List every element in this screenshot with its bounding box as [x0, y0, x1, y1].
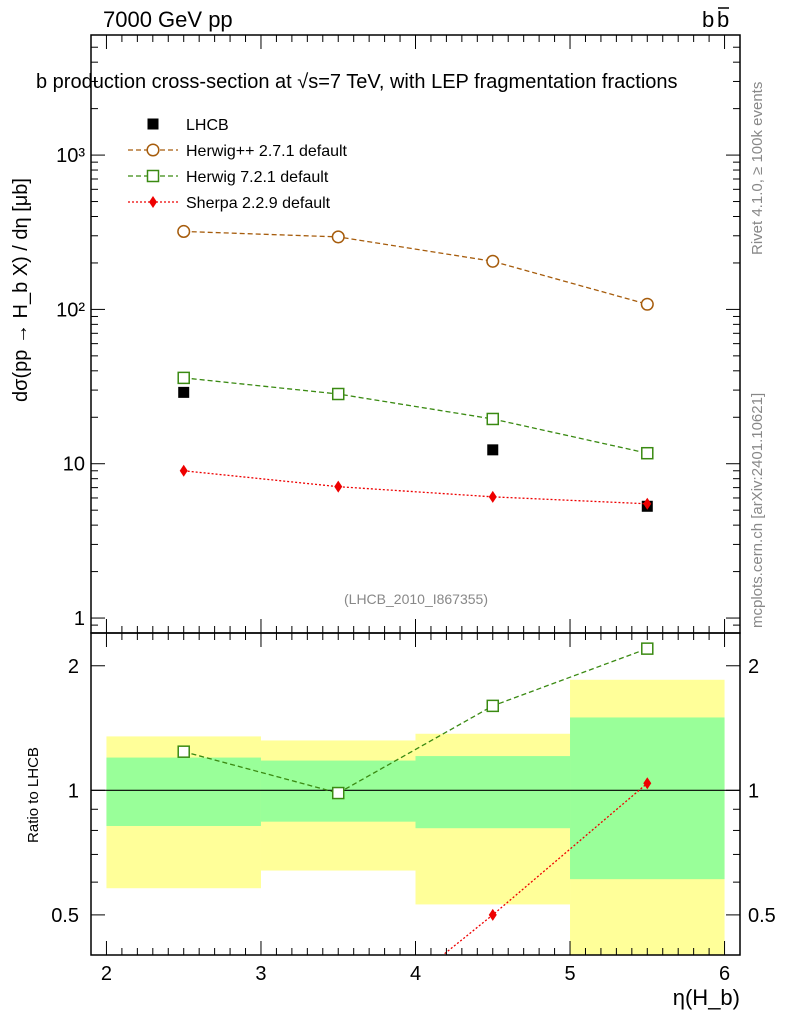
legend-marker	[146, 169, 160, 183]
ratio-y-tick-label: 1	[68, 780, 79, 802]
uncertainty-band-inner	[570, 717, 725, 880]
mcplots-label: mcplots.cern.ch [arXiv:2401.10621]	[749, 393, 766, 628]
data-point	[331, 230, 345, 244]
data-point	[334, 480, 343, 493]
ratio-y-axis-label: Ratio to LHCB	[25, 747, 42, 843]
data-point	[640, 297, 654, 311]
legend-entry: Herwig++ 2.7.1 default	[128, 143, 348, 160]
y-tick-label: 1	[74, 608, 85, 630]
data-point	[178, 386, 190, 398]
data-point	[177, 745, 190, 758]
y-tick-label: 10²	[56, 299, 85, 321]
main-x-ticks	[105, 35, 726, 633]
series-herwig-7-2-1-default	[177, 371, 654, 460]
x-tick-label: 3	[255, 963, 266, 985]
ratio-bands	[106, 679, 725, 955]
series-line	[183, 648, 648, 794]
analysis-id-label: (LHCB_2010_I867355)	[344, 591, 488, 607]
legend-label: Sherpa 2.2.9 default	[186, 195, 331, 212]
data-point	[488, 908, 497, 921]
rivet-version-label: Rivet 4.1.0, ≥ 100k events	[749, 82, 766, 255]
series-lhcb	[178, 386, 653, 512]
uncertainty-band-inner	[415, 756, 571, 829]
legend-marker	[146, 143, 160, 157]
series-line	[183, 377, 648, 454]
legend-label: Herwig 7.2.1 default	[186, 169, 329, 186]
legend-label: LHCB	[186, 117, 229, 134]
data-point	[488, 490, 497, 503]
data-point	[177, 224, 191, 238]
series-sherpa-2-2-9-default	[180, 777, 652, 1007]
series-line	[183, 470, 648, 505]
data-point	[643, 777, 652, 790]
data-point	[331, 786, 345, 800]
data-point	[641, 446, 654, 460]
data-point	[180, 995, 188, 1007]
main-y-ticks: 1 10 10² 10³	[56, 34, 740, 634]
data-point	[486, 412, 500, 426]
ratio-y-tick-label: 0.5	[51, 905, 79, 927]
data-point	[486, 254, 500, 268]
data-point	[331, 387, 345, 401]
header-energy: 7000 GeV pp	[103, 7, 233, 32]
data-point	[179, 464, 188, 477]
x-tick-label: 2	[101, 963, 112, 985]
x-tick-label: 5	[564, 963, 575, 985]
x-axis-label: η(H_b)	[673, 985, 740, 1010]
legend: LHCB Herwig++ 2.7.1 default Herwig 7.2.1 d…	[128, 117, 348, 212]
ratio-y-tick-label-right: 0.5	[748, 905, 776, 927]
ratio-y-ticks: 0.5 0.5 1 1 2 2	[51, 656, 776, 956]
y-tick-label: 10³	[56, 145, 85, 167]
legend-marker	[147, 118, 159, 130]
ratio-panel: 0.5 0.5 1 1 2 2 2 3 4 5 6 Ratio to LHCB η(H_b)	[25, 632, 776, 1010]
legend-marker	[149, 196, 157, 208]
data-point	[487, 444, 499, 456]
x-tick-label: 4	[410, 963, 421, 985]
header-process: b b	[702, 7, 729, 32]
data-point	[641, 642, 654, 655]
main-panel: 1 10 10² 10³ b production cross-section at …	[10, 34, 741, 634]
data-point	[486, 699, 500, 713]
legend-entry: Herwig 7.2.1 default	[128, 169, 329, 186]
main-series	[177, 224, 654, 512]
ratio-y-tick-label: 2	[68, 656, 79, 678]
series-herwig-2-7-1-default	[177, 224, 654, 311]
legend-label: Herwig++ 2.7.1 default	[186, 143, 348, 160]
ratio-series	[177, 642, 654, 1007]
header-process-bbar: b	[717, 7, 729, 32]
ratio-x-ticks: 2 3 4 5 6	[101, 633, 730, 985]
uncertainty-band-inner	[106, 757, 261, 826]
ratio-y-tick-label-right: 1	[748, 780, 759, 802]
main-y-axis-label: dσ(pp → H_b X) / dη [μb]	[10, 178, 32, 402]
series-herwig-7-2-1-default	[177, 642, 654, 800]
ratio-y-tick-label-right: 2	[748, 656, 759, 678]
data-point	[177, 371, 190, 385]
series-sherpa-2-2-9-default	[179, 464, 652, 510]
series-line	[183, 230, 648, 305]
y-tick-label: 10	[63, 454, 85, 476]
legend-entry: Sherpa 2.2.9 default	[128, 195, 331, 212]
legend-entry: LHCB	[147, 117, 229, 134]
data-point	[643, 497, 652, 510]
x-tick-label: 6	[719, 963, 730, 985]
main-title: b production cross-section at √s=7 TeV, …	[36, 71, 678, 93]
header-process-b: b	[702, 7, 714, 32]
